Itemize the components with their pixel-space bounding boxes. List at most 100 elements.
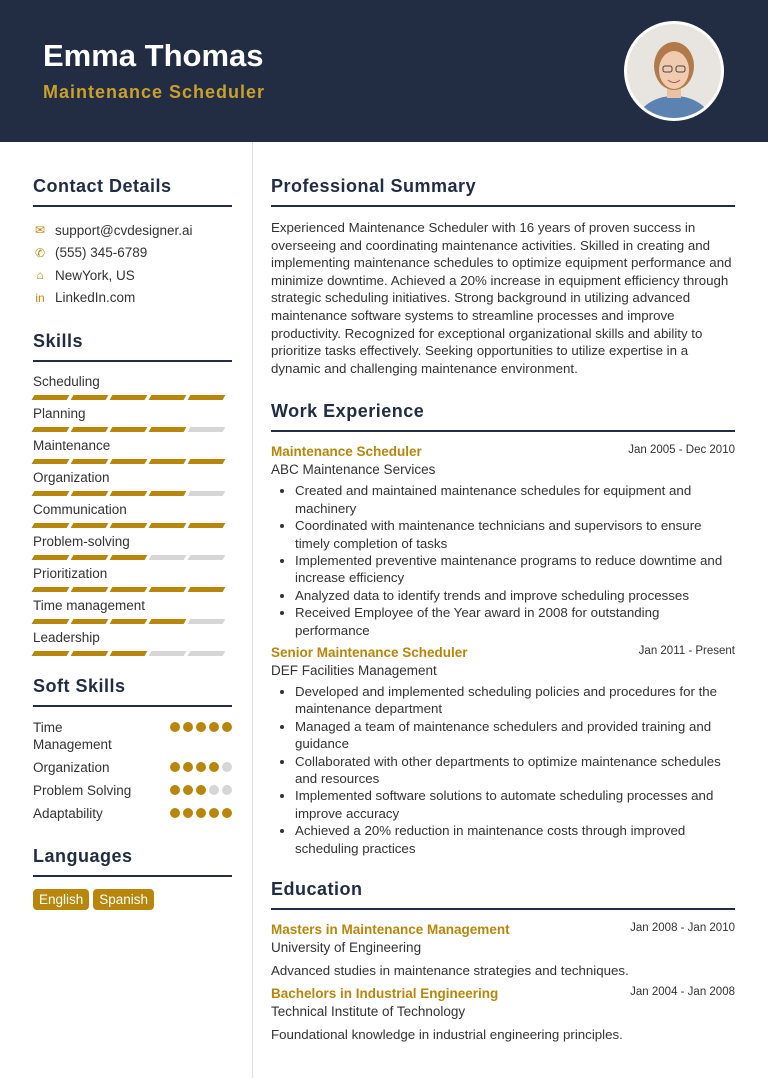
school: Technical Institute of Technology bbox=[271, 1004, 466, 1020]
skill-level-bar bbox=[31, 651, 232, 656]
skill-bar-segment bbox=[70, 555, 109, 560]
skill-name: Organization bbox=[33, 470, 110, 485]
company: ABC Maintenance Services bbox=[271, 462, 436, 478]
school: University of Engineering bbox=[271, 940, 422, 956]
skill-bar-segment bbox=[31, 619, 70, 624]
job-bullet: Created and maintained maintenance sched… bbox=[295, 482, 735, 517]
skill-bar-segment bbox=[109, 459, 148, 464]
rating-dot bbox=[209, 722, 219, 732]
skill-bar-segment bbox=[70, 427, 109, 432]
skill-item: Communication bbox=[31, 502, 232, 534]
soft-skill-name: Organization bbox=[33, 760, 110, 775]
contact-heading: Contact Details bbox=[33, 176, 232, 207]
envelope-icon: ✉ bbox=[34, 223, 46, 238]
skill-bar-segment bbox=[187, 651, 226, 656]
skill-bar-segment bbox=[187, 491, 226, 496]
skill-item: Time management bbox=[31, 598, 232, 630]
skill-bar-segment bbox=[187, 555, 226, 560]
education-entry: Masters in Maintenance Management Jan 200… bbox=[271, 922, 735, 978]
languages-heading: Languages bbox=[33, 846, 232, 877]
soft-skills-heading: Soft Skills bbox=[33, 676, 232, 707]
skill-level-bar bbox=[31, 459, 232, 464]
skill-level-bar bbox=[31, 427, 232, 432]
job-title: Maintenance Scheduler bbox=[271, 444, 422, 460]
contact-text: (555) 345-6789 bbox=[55, 245, 148, 261]
soft-skill-rating bbox=[170, 808, 232, 822]
job-title: Senior Maintenance Scheduler bbox=[271, 645, 468, 660]
job-bullet: Managed a team of maintenance schedulers… bbox=[295, 718, 735, 753]
summary-heading: Professional Summary bbox=[271, 176, 735, 207]
rating-dot bbox=[170, 785, 180, 795]
contact-item[interactable]: in LinkedIn.com bbox=[33, 287, 232, 310]
skill-item: Maintenance bbox=[31, 438, 232, 470]
skill-bar-segment bbox=[109, 651, 148, 656]
rating-dot bbox=[183, 762, 193, 772]
skill-bar-segment bbox=[187, 587, 226, 592]
skill-bar-segment bbox=[148, 491, 187, 496]
rating-dot bbox=[209, 808, 219, 818]
skill-bar-segment bbox=[148, 587, 187, 592]
skill-item: Planning bbox=[31, 406, 232, 438]
skill-name: Communication bbox=[33, 502, 127, 517]
contact-item[interactable]: ⌂ NewYork, US bbox=[33, 264, 232, 287]
skill-bar-segment bbox=[31, 491, 70, 496]
language-tag: English bbox=[33, 889, 90, 910]
job-bullets: Developed and implemented scheduling pol… bbox=[295, 683, 735, 857]
contact-item[interactable]: ✆ (555) 345-6789 bbox=[33, 242, 232, 265]
education-dates: Jan 2008 - Jan 2010 bbox=[630, 922, 735, 935]
company: DEF Facilities Management bbox=[271, 663, 437, 678]
skill-name: Planning bbox=[33, 406, 86, 421]
linkedin-icon: in bbox=[35, 290, 45, 305]
skill-bar-segment bbox=[148, 427, 187, 432]
degree: Bachelors in Industrial Engineering bbox=[271, 986, 499, 1002]
job-bullet: Coordinated with maintenance technicians… bbox=[295, 517, 735, 552]
job-dates: Jan 2011 - Present bbox=[638, 645, 735, 657]
skill-name: Scheduling bbox=[33, 374, 100, 389]
skill-level-bar bbox=[31, 555, 232, 560]
rating-dot bbox=[196, 808, 206, 818]
skill-bar-segment bbox=[148, 555, 187, 560]
education-dates: Jan 2004 - Jan 2008 bbox=[630, 986, 735, 999]
soft-skill-name: Time Management bbox=[33, 720, 112, 752]
skill-bar-segment bbox=[187, 523, 226, 528]
skill-item: Problem-solving bbox=[31, 534, 232, 566]
skill-bar-segment bbox=[148, 395, 187, 400]
job-dates: Jan 2005 - Dec 2010 bbox=[628, 444, 735, 457]
rating-dot bbox=[170, 762, 180, 772]
job-entry: Senior Maintenance Scheduler Jan 2011 - P… bbox=[271, 645, 735, 857]
skill-bar-segment bbox=[109, 427, 148, 432]
education-description: Foundational knowledge in industrial eng… bbox=[271, 1027, 623, 1043]
contact-item[interactable]: ✉ support@cvdesigner.ai bbox=[33, 219, 232, 242]
education-entry: Bachelors in Industrial Engineering Jan 2… bbox=[271, 986, 735, 1042]
candidate-title: Maintenance Scheduler bbox=[43, 82, 266, 102]
job-bullet: Received Employee of the Year award in 2… bbox=[295, 604, 735, 639]
job-bullet: Analyzed data to identify trends and imp… bbox=[295, 587, 735, 604]
skill-bar-segment bbox=[109, 587, 148, 592]
rating-dot bbox=[222, 762, 232, 772]
soft-skill-name: Problem Solving bbox=[33, 783, 132, 798]
profile-photo bbox=[624, 21, 724, 121]
soft-skill-rating bbox=[170, 722, 232, 753]
soft-skill-rating bbox=[170, 762, 232, 776]
skill-level-bar bbox=[31, 523, 232, 528]
degree: Masters in Maintenance Management bbox=[271, 922, 510, 938]
language-tag: Spanish bbox=[93, 889, 155, 910]
soft-skill-rating bbox=[170, 785, 232, 799]
rating-dot bbox=[209, 785, 219, 795]
rating-dot bbox=[170, 722, 180, 732]
header: Emma Thomas Maintenance Scheduler bbox=[0, 0, 768, 142]
job-entry: Maintenance Scheduler Jan 2005 - Dec 2010… bbox=[271, 444, 735, 639]
right-column: Professional Summary Experienced Mainten… bbox=[271, 176, 735, 1050]
job-bullet: Collaborated with other departments to o… bbox=[295, 753, 735, 788]
skill-bar-segment bbox=[70, 491, 109, 496]
column-divider bbox=[252, 142, 253, 1078]
skill-bar-segment bbox=[148, 459, 187, 464]
home-icon: ⌂ bbox=[36, 268, 44, 283]
rating-dot bbox=[196, 762, 206, 772]
job-bullet: Implemented preventive maintenance progr… bbox=[295, 552, 735, 587]
skill-level-bar bbox=[31, 491, 232, 496]
education-heading: Education bbox=[271, 879, 735, 911]
soft-skill-item: Problem Solving bbox=[33, 782, 232, 799]
rating-dot bbox=[170, 808, 180, 818]
skill-bar-segment bbox=[70, 395, 109, 400]
